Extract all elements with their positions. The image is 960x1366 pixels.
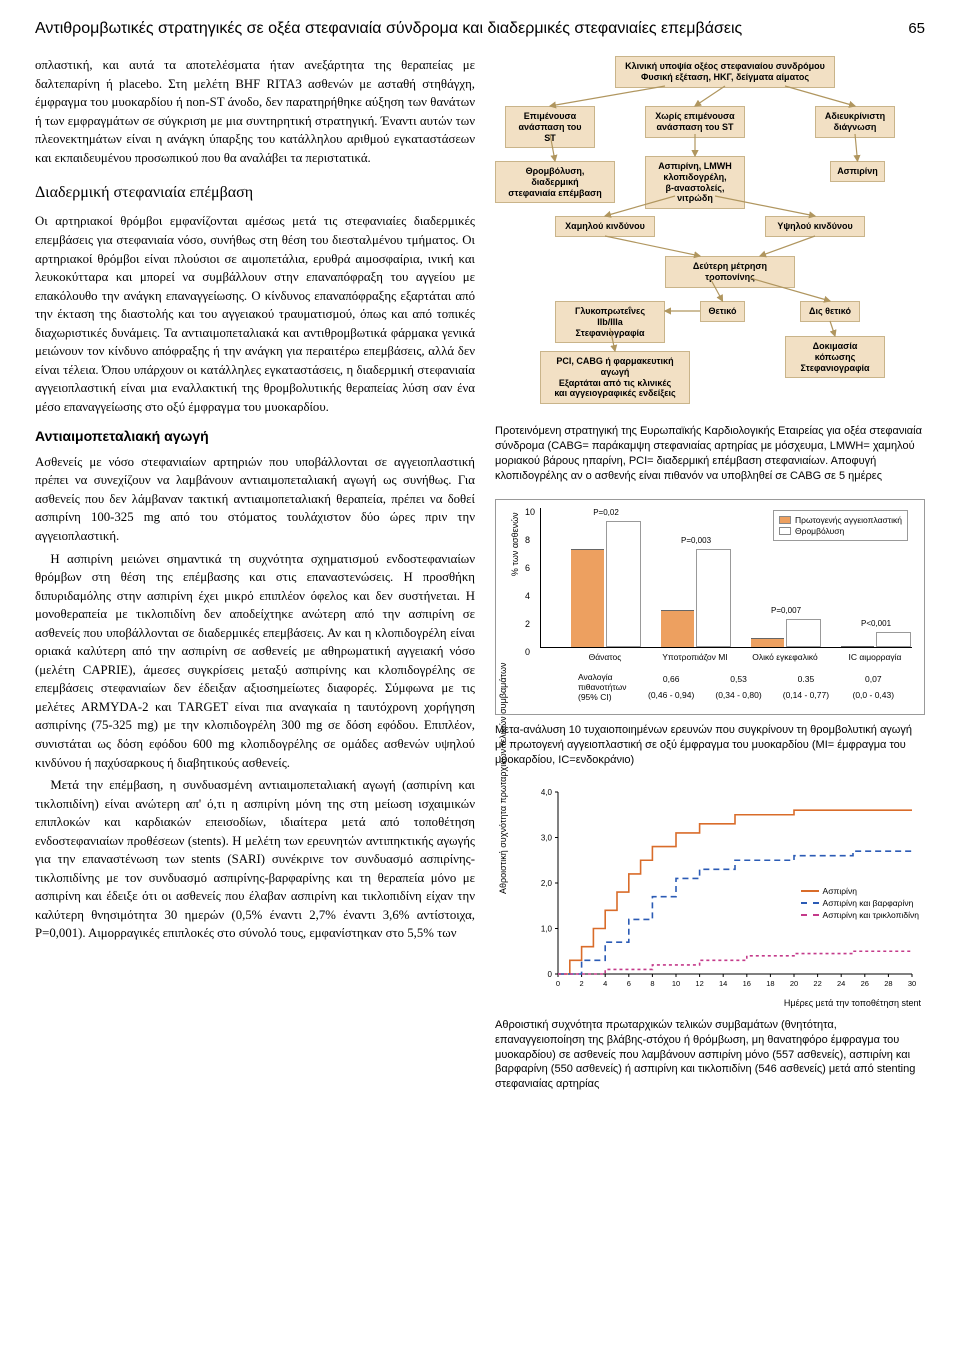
step-legend: Ασπιρίνη Ασπιρίνη και βαρφαρίνη Ασπιρίνη κ… bbox=[801, 884, 919, 922]
bar-ytick: 0 bbox=[525, 647, 530, 657]
subheading-antiplatelet: Αντιαιμοπεταλιακή αγωγή bbox=[35, 426, 475, 446]
fc-box-trop: Δεύτερη μέτρηση τροπονίνης bbox=[665, 256, 795, 288]
step-caption: Αθροιστική συχνότητα πρωταρχικών τελικών… bbox=[495, 1018, 925, 1092]
bar-xlabel: Θάνατος bbox=[570, 652, 640, 662]
page-number: 65 bbox=[908, 20, 925, 37]
fc-box-high: Υψηλού κινδύνου bbox=[765, 216, 865, 237]
step-xlabel: Ημέρες μετά την τοποθέτηση stent bbox=[495, 998, 921, 1008]
fc-box-b: Χωρίς επιμένουσαανάσπαση του ST bbox=[645, 106, 745, 138]
svg-text:28: 28 bbox=[884, 979, 892, 988]
bar-ytick: 8 bbox=[525, 535, 530, 545]
bar-ytick: 2 bbox=[525, 619, 530, 629]
bar-caption: Μετα-ανάλυση 10 τυχαιοποιημένων ερευνών … bbox=[495, 723, 925, 768]
svg-text:4: 4 bbox=[603, 979, 607, 988]
svg-text:24: 24 bbox=[837, 979, 845, 988]
bar-footer: Αναλογίαπιθανοτήτων(95% CI)0,660,530.350… bbox=[576, 670, 912, 704]
para5: Μετά την επέμβαση, η συνδυασμένη αντιαιμ… bbox=[35, 776, 475, 943]
bar-xlabel: Ολικό εγκεφαλικό bbox=[750, 652, 820, 662]
fc-box-pos: Θετικό bbox=[700, 301, 745, 322]
bar-plot: 0246810P=0,02P=0,003P=0,007P<0,001 bbox=[540, 508, 912, 648]
step-legend-row: Ασπιρίνη και βαρφαρίνη bbox=[801, 898, 919, 908]
step-legend-row: Ασπιρίνη bbox=[801, 886, 919, 896]
bar-xlabel: Υποτροπιάζον MI bbox=[660, 652, 730, 662]
bar-pvalue: P=0,02 bbox=[593, 508, 619, 517]
svg-text:2: 2 bbox=[580, 979, 584, 988]
bar-group bbox=[751, 619, 821, 647]
svg-text:10: 10 bbox=[672, 979, 680, 988]
fc-box-pci: PCI, CABG ή φαρμακευτική αγωγήΕξαρτάται … bbox=[540, 351, 690, 404]
svg-text:0: 0 bbox=[548, 970, 553, 979]
svg-text:0: 0 bbox=[556, 979, 560, 988]
svg-text:8: 8 bbox=[650, 979, 654, 988]
intro-para: οπλαστική, και αυτά τα αποτελέσματα ήταν… bbox=[35, 56, 475, 167]
fc-box-b2: Ασπιρίνη, LMWHκλοπιδογρέλη,β-αναστολείς,… bbox=[645, 156, 745, 209]
para3: Ασθενείς με νόσο στεφανιαίων αρτηριών πο… bbox=[35, 453, 475, 546]
svg-text:30: 30 bbox=[908, 979, 916, 988]
fc-box-a2: Θρομβόλυση, διαδερμικήστεφανιαία επέμβασ… bbox=[495, 161, 615, 203]
flowchart-caption: Προτεινόμενη στρατηγική της Ευρωπαϊκής Κ… bbox=[495, 424, 925, 483]
svg-text:18: 18 bbox=[766, 979, 774, 988]
svg-text:6: 6 bbox=[627, 979, 631, 988]
page-title: Αντιθρομβωτικές στρατηγικές σε οξέα στεφ… bbox=[35, 20, 742, 38]
bar-ylabel: % των ασθενών bbox=[510, 513, 520, 577]
bar-pvalue: P=0,003 bbox=[681, 536, 711, 545]
bar-ytick: 6 bbox=[525, 563, 530, 573]
left-column: οπλαστική, και αυτά τα αποτελέσματα ήταν… bbox=[35, 56, 475, 1108]
para-pci: Οι αρτηριακοί θρόμβοι εμφανίζονται αμέσω… bbox=[35, 212, 475, 416]
svg-text:1,0: 1,0 bbox=[541, 924, 553, 933]
content-columns: οπλαστική, και αυτά τα αποτελέσματα ήταν… bbox=[35, 56, 925, 1108]
step-legend-row: Ασπιρίνη και τρικλοπιδίνη bbox=[801, 910, 919, 920]
para4: Η ασπιρίνη μειώνει σημαντικά τη συχνότητ… bbox=[35, 550, 475, 773]
right-column: Κλινική υποψία οξέος στεφανιαίου συνδρόμ… bbox=[495, 56, 925, 1108]
svg-text:22: 22 bbox=[813, 979, 821, 988]
svg-text:26: 26 bbox=[861, 979, 869, 988]
bar-ytick: 4 bbox=[525, 591, 530, 601]
step-ylabel: Αθροιστική συχνότητα πρωταρχικών τελικών… bbox=[498, 662, 508, 894]
svg-text:14: 14 bbox=[719, 979, 727, 988]
bar-xlabel: IC αιμορραγία bbox=[840, 652, 910, 662]
fc-box-stress: Δοκιμασία κόπωσηςΣτεφανιογραφία bbox=[785, 336, 885, 378]
fc-box-c2: Ασπιρίνη bbox=[830, 161, 885, 182]
svg-text:20: 20 bbox=[790, 979, 798, 988]
svg-text:12: 12 bbox=[695, 979, 703, 988]
bar-group bbox=[841, 632, 911, 647]
step-chart: Αθροιστική συχνότητα πρωταρχικών τελικών… bbox=[495, 784, 925, 1008]
fc-box-gp: Γλυκοπρωτεΐνες IIb/IIIaΣτεφανιογραφία bbox=[555, 301, 665, 343]
fc-box-low: Χαμηλού κινδύνου bbox=[555, 216, 655, 237]
bar-pvalue: P=0,007 bbox=[771, 606, 801, 615]
svg-text:4,0: 4,0 bbox=[541, 788, 553, 797]
bar-pvalue: P<0,001 bbox=[861, 619, 891, 628]
bar-ytick: 10 bbox=[525, 507, 535, 517]
bar-group bbox=[571, 521, 641, 647]
section-heading-pci: Διαδερμική στεφανιαία επέμβαση bbox=[35, 181, 475, 204]
fc-box-neg: Δις θετικό bbox=[800, 301, 860, 322]
fc-box-c: Αδιευκρίνιστηδιάγνωση bbox=[815, 106, 895, 138]
svg-text:16: 16 bbox=[743, 979, 751, 988]
svg-text:3,0: 3,0 bbox=[541, 833, 553, 842]
bar-group bbox=[661, 549, 731, 647]
bar-chart: Πρωτογενής αγγειοπλαστικήΘρομβόλυση % τω… bbox=[495, 499, 925, 715]
fc-box-a: Επιμένουσαανάσπαση του ST bbox=[505, 106, 595, 148]
bar-xlabels: Θάνατος Υποτροπιάζον MI Ολικό εγκεφαλικό IC… bbox=[570, 652, 912, 662]
page-header: Αντιθρομβωτικές στρατηγικές σε οξέα στεφ… bbox=[35, 20, 925, 38]
fc-box-root: Κλινική υποψία οξέος στεφανιαίου συνδρόμ… bbox=[615, 56, 835, 88]
flowchart: Κλινική υποψία οξέος στεφανιαίου συνδρόμ… bbox=[495, 56, 915, 416]
svg-text:2,0: 2,0 bbox=[541, 879, 553, 888]
